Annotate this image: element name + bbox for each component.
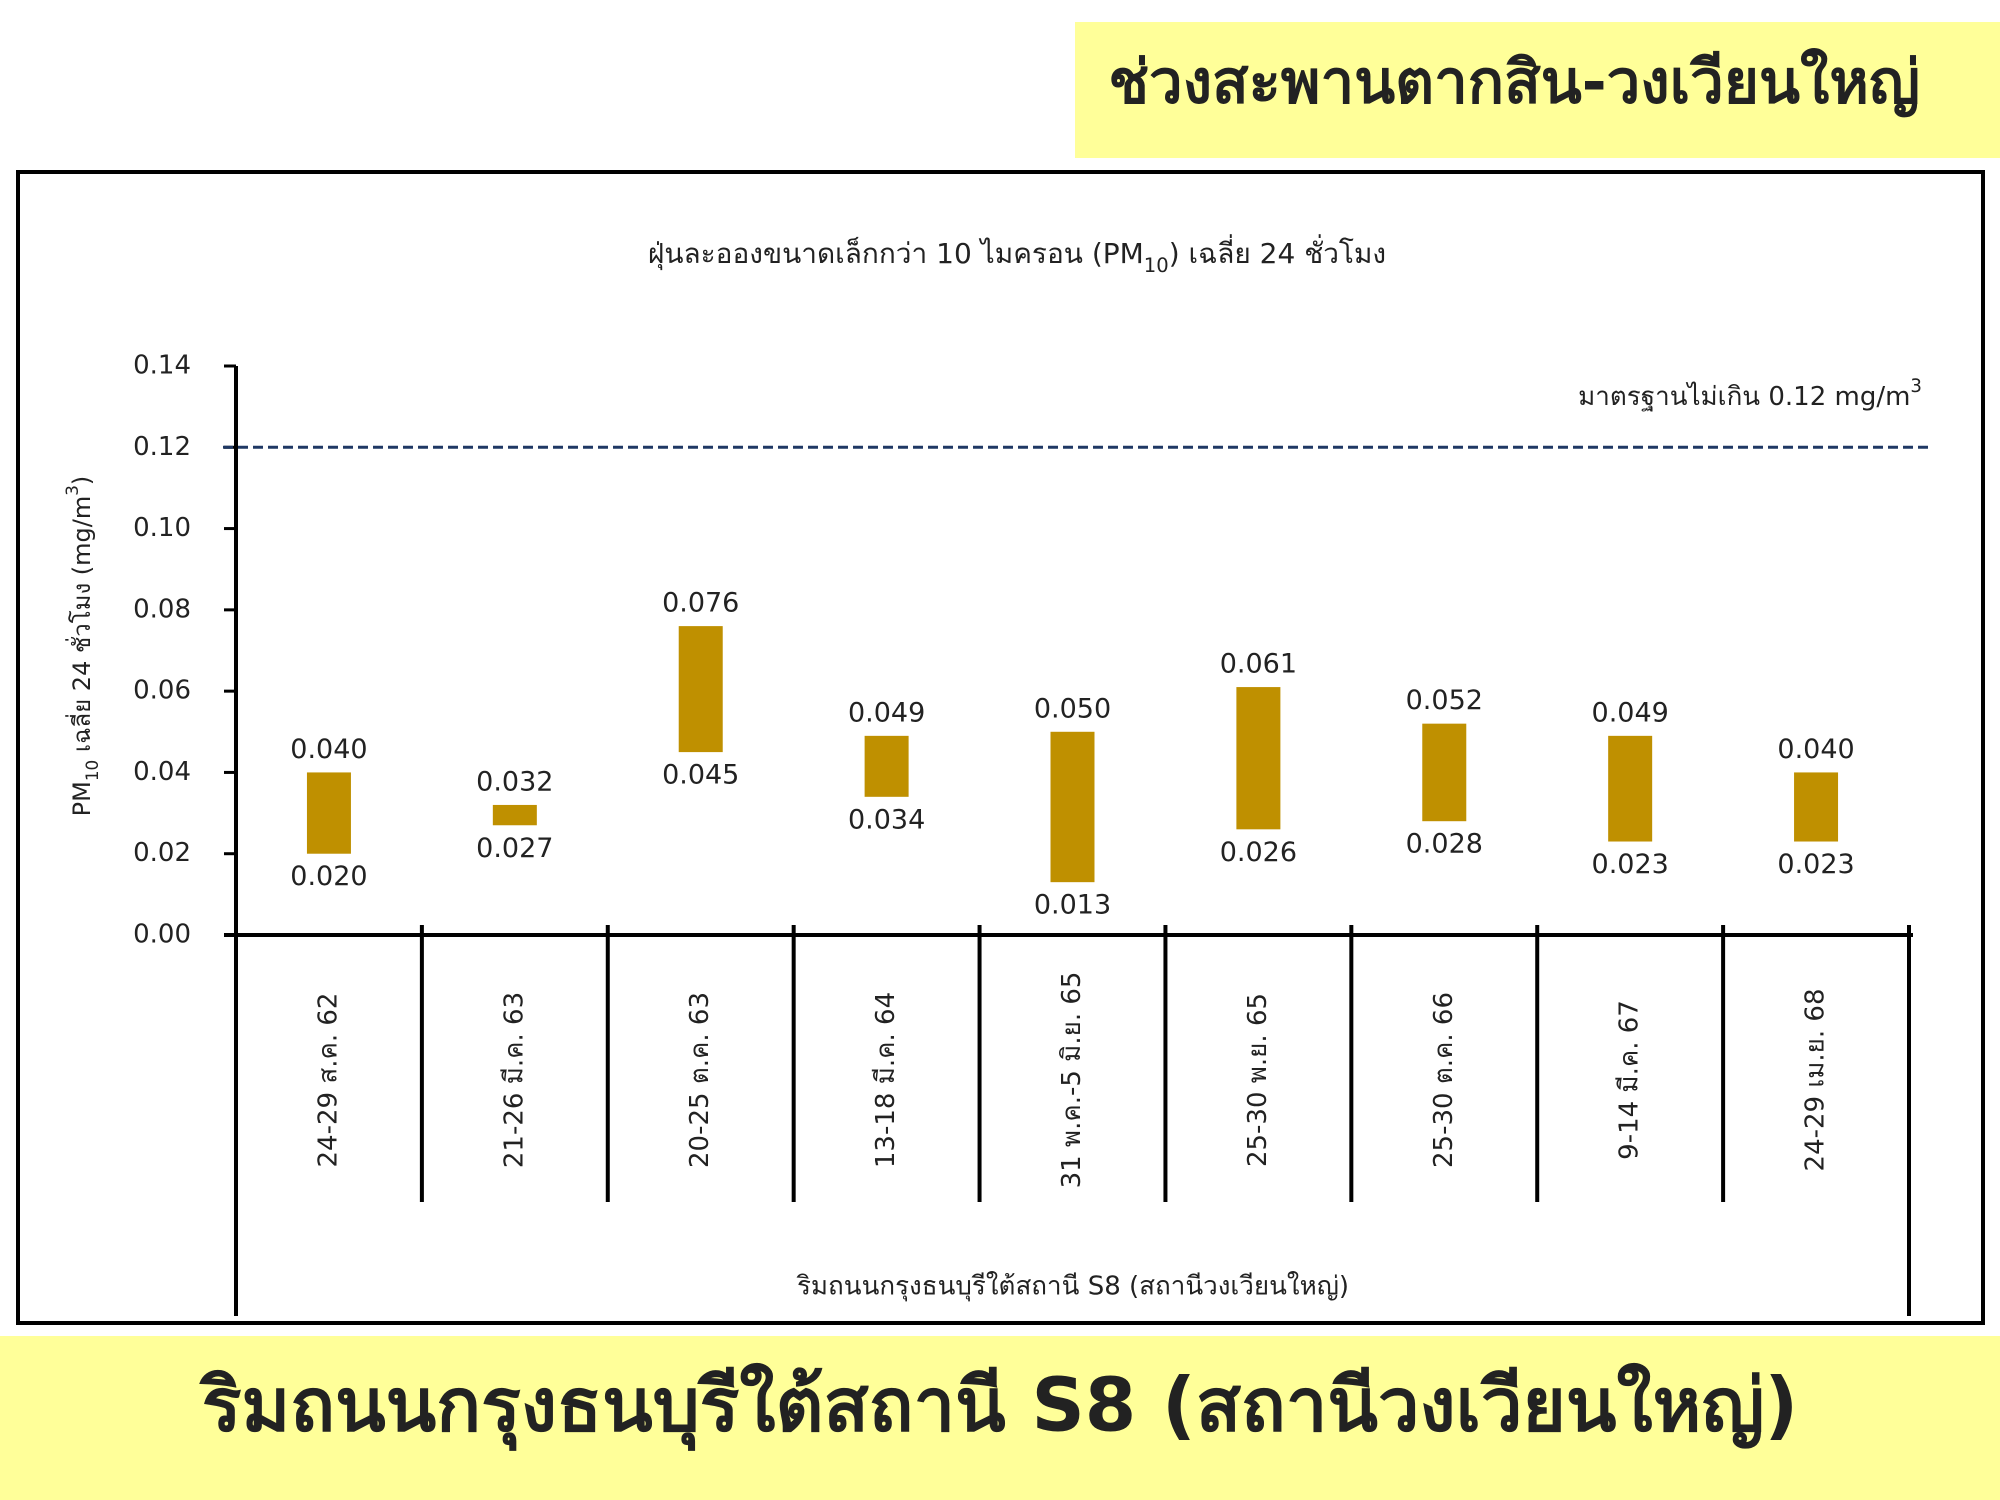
range-bar [864,735,909,797]
text-part: 10 [82,760,102,781]
text-part: ฝุ่นละอองขนาดเล็กกว่า 10 ไมครอน (PM [648,236,1144,271]
y-tick-label: 0.12 [133,432,191,462]
x-tick-label: 20-25 ต.ค. 63 [685,992,715,1168]
high-label: 0.040 [1777,734,1854,765]
high-label: 0.052 [1406,685,1483,716]
range-bar [1794,772,1839,842]
range-bar [678,626,723,753]
range-bar [492,804,537,826]
high-label: 0.061 [1220,649,1297,680]
y-tick-label: 0.00 [133,920,191,950]
low-label: 0.013 [1034,890,1111,921]
x-tick-label: 24-29 ส.ค. 62 [313,993,343,1168]
chart-title: ฝุ่นละอองขนาดเล็กกว่า 10 ไมครอน (PM10) เ… [648,234,1386,277]
y-tick-label: 0.08 [133,594,191,624]
low-label: 0.045 [662,760,739,791]
text-part: 3 [1910,376,1922,397]
low-label: 0.028 [1406,829,1483,860]
y-tick-label: 0.04 [133,757,191,787]
range-bar [1422,723,1467,822]
high-label: 0.050 [1034,693,1111,724]
range-bar [1050,731,1095,883]
text-part: ) เฉลี่ย 24 ชั่วโมง [1169,234,1386,270]
low-label: 0.034 [848,804,925,835]
y-tick-label: 0.14 [133,351,191,381]
text-part: 3 [62,485,82,496]
text-part: มาตรฐานไม่เกิน 0.12 mg/m [1578,381,1910,412]
range-bar [1608,735,1653,842]
y-axis-title: PM10 เฉลี่ย 24 ชั่วโมง (mg/m3) [62,476,102,817]
y-tick-label: 0.02 [133,838,191,868]
high-label: 0.049 [848,697,925,728]
bottom-banner-title: ริมถนนกรุงธนบุรีใต้สถานี S8 (สถานีวงเวีย… [199,1362,1799,1452]
x-axis-title: ริมถนนกรุงธนบุรีใต้สถานี S8 (สถานีวงเวีย… [796,1272,1349,1302]
x-tick-label: 13-18 มี.ค. 64 [871,992,901,1168]
bottom-banner [0,1336,2000,1500]
text-part: 10 [1144,254,1169,277]
low-label: 0.027 [476,833,553,864]
y-tick-label: 0.06 [133,676,191,706]
top-banner-title: ช่วงสะพานตากสิน-วงเวียนใหญ่ [1108,48,1920,118]
low-label: 0.026 [1220,837,1297,868]
top-banner [1075,22,2000,158]
standard-label: มาตรฐานไม่เกิน 0.12 mg/m3 [1578,376,1922,412]
x-tick-label: 9-14 มี.ค. 67 [1615,1000,1645,1160]
low-label: 0.020 [290,861,367,892]
x-tick-label: 25-30 ต.ค. 66 [1429,992,1459,1168]
x-tick-label: 24-29 เม.ย. 68 [1801,989,1831,1172]
range-bar [1236,687,1281,830]
high-label: 0.049 [1592,697,1669,728]
y-tick-label: 0.10 [133,513,191,543]
x-tick-label: 21-26 มี.ค. 63 [499,992,529,1168]
x-tick-label: 31 พ.ค.-5 มิ.ย. 65 [1057,972,1087,1189]
high-label: 0.040 [290,734,367,765]
range-bar [306,772,351,854]
chart-frame [16,170,1985,1325]
x-tick-label: 25-30 พ.ย. 65 [1243,993,1273,1167]
low-label: 0.023 [1592,849,1669,880]
low-label: 0.023 [1777,849,1854,880]
text-part: เฉลี่ย 24 ชั่วโมง (mg/m [65,496,96,760]
high-label: 0.032 [476,766,553,797]
text-part: ) [68,476,96,485]
high-label: 0.076 [662,588,739,619]
text-part: PM [68,781,96,816]
